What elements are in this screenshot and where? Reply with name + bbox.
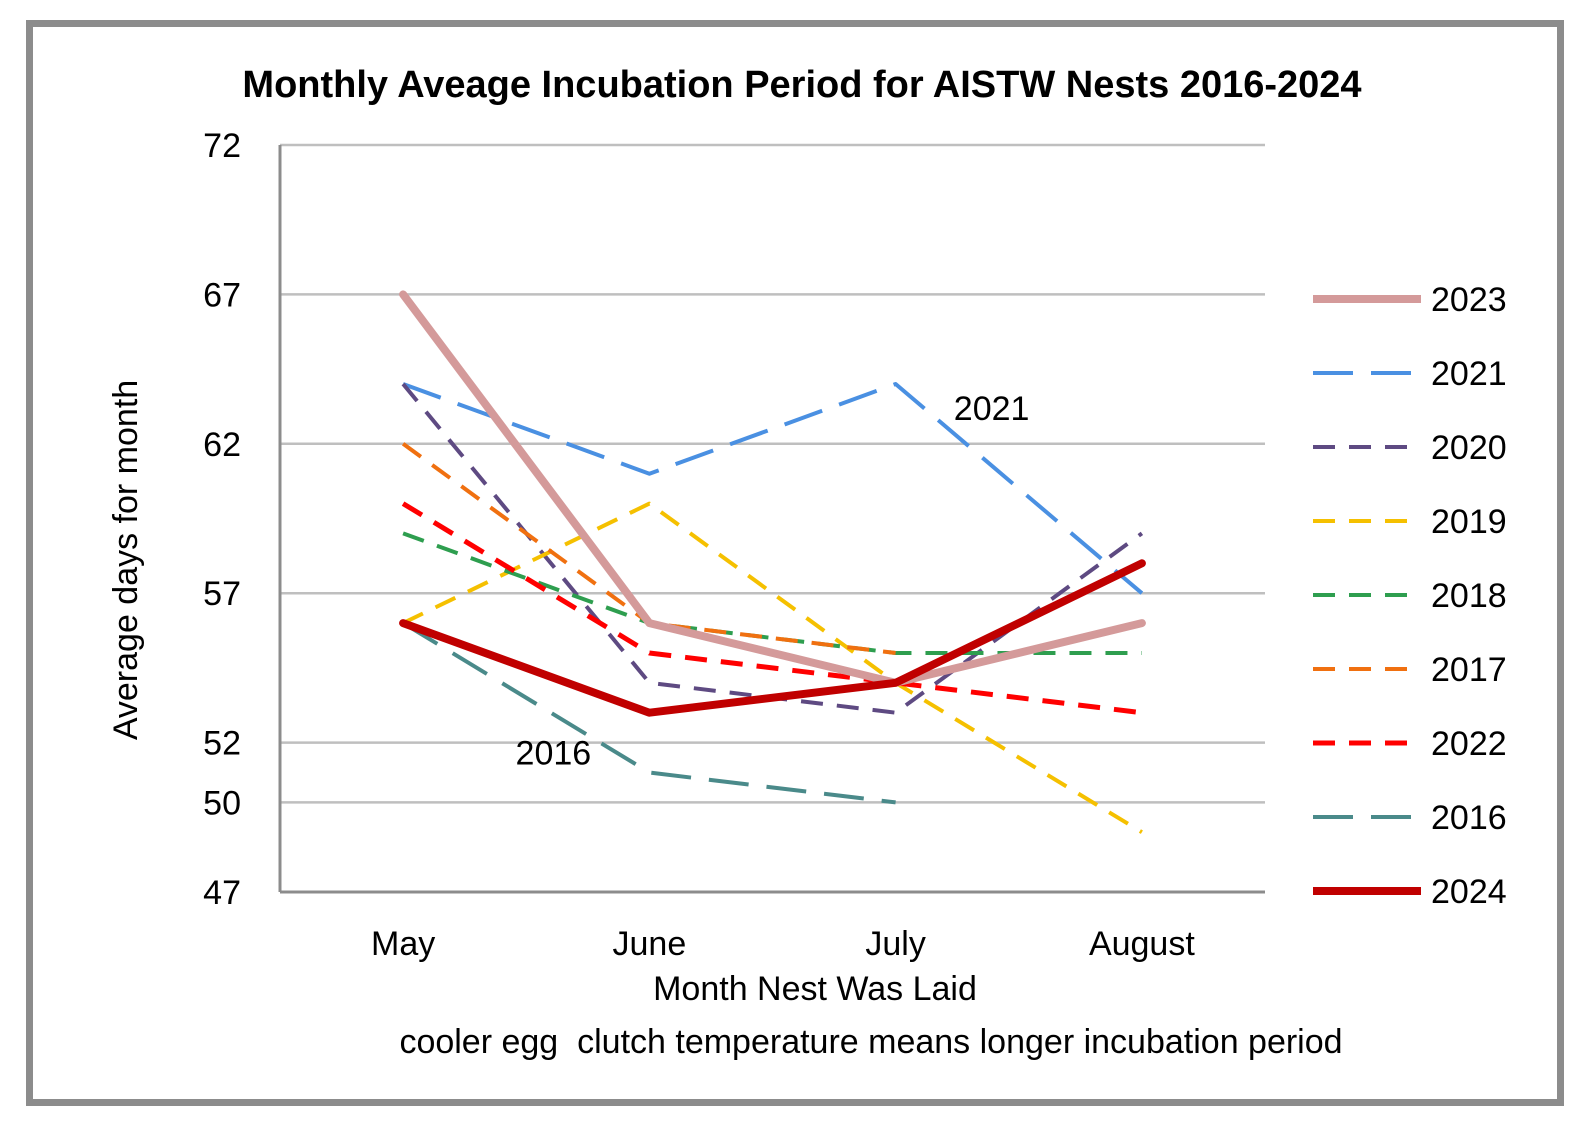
x-axis-label: Month Nest Was Laid [653, 970, 977, 1008]
y-tick-label: 67 [203, 276, 241, 314]
annotation-label: 2021 [954, 390, 1030, 428]
x-tick-label: May [371, 925, 435, 963]
legend-label: 2021 [1431, 355, 1507, 393]
y-tick-label: 47 [203, 874, 241, 912]
y-tick-label: 57 [203, 575, 241, 613]
y-tick-label: 62 [203, 426, 241, 464]
chart-caption: cooler egg clutch temperature means long… [399, 1023, 1342, 1061]
legend-label: 2024 [1431, 873, 1507, 911]
y-axis-label: Average days for month [107, 380, 145, 740]
y-tick-label: 52 [203, 725, 241, 763]
x-tick-label: July [865, 925, 925, 963]
legend-label: 2019 [1431, 503, 1507, 541]
series-line-2019 [402, 501, 1143, 834]
chart-title: Monthly Aveage Incubation Period for AIS… [242, 64, 1361, 106]
series-line-2024 [399, 559, 1146, 717]
chart-frame [26, 20, 1564, 1106]
legend-label: 2020 [1431, 429, 1507, 467]
y-axis-ticks: 72 67 62 57 52 50 47 [203, 127, 241, 912]
x-tick-label: August [1089, 925, 1195, 963]
series-line-2021 [402, 382, 1144, 595]
annotations: 2021 2016 [516, 390, 1030, 772]
series-line-2023 [399, 290, 1146, 687]
legend-label: 2017 [1431, 651, 1507, 689]
grid-lines [280, 143, 1265, 894]
series-line-2016 [402, 621, 896, 805]
legend: 2023 2021 2020 2019 2018 2017 2022 2016 2024 [1313, 281, 1507, 911]
legend-label: 2016 [1431, 799, 1507, 837]
y-tick-label: 72 [203, 127, 241, 165]
legend-label: 2022 [1431, 725, 1507, 763]
x-tick-label: June [613, 925, 687, 963]
legend-label: 2018 [1431, 577, 1507, 615]
x-axis-ticks: May June July August [371, 925, 1195, 963]
annotation-label: 2016 [516, 734, 592, 772]
series-lines [399, 290, 1146, 834]
y-tick-label: 50 [203, 784, 241, 822]
legend-label: 2023 [1431, 281, 1507, 319]
series-line-2022 [401, 501, 1143, 716]
